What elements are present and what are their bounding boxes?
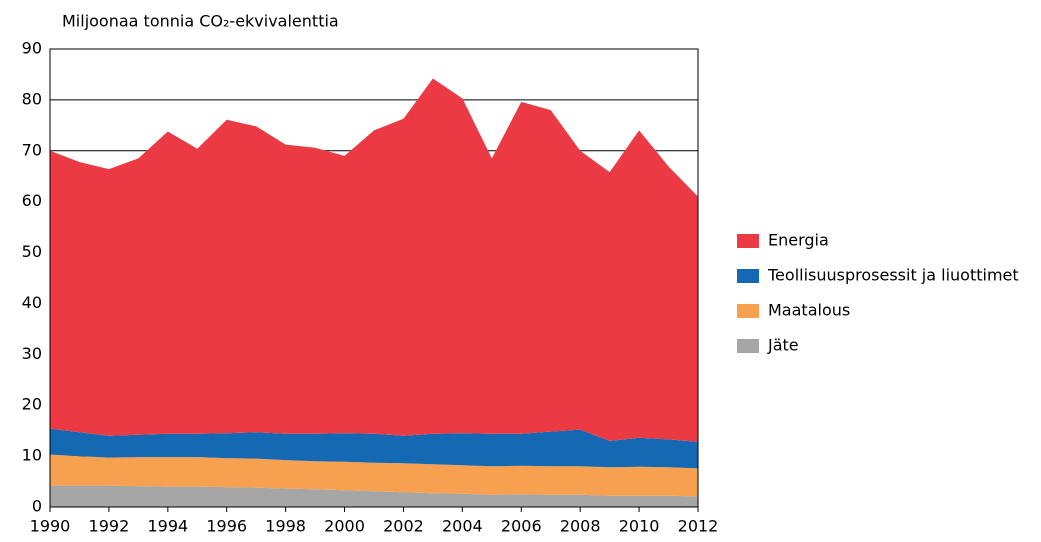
chart-title: Miljoonaa tonnia CO₂-ekvivalenttia [62,12,339,31]
legend-swatch [737,269,759,283]
x-tick-label: 2012 [678,517,719,536]
legend-label: Jäte [767,336,799,355]
x-tick-label: 2008 [560,517,601,536]
x-tick-label: 1994 [147,517,188,536]
x-tick-label: 1990 [30,517,71,536]
legend-swatch [737,234,759,248]
y-tick-label: 50 [22,242,42,261]
y-tick-label: 70 [22,140,42,159]
y-tick-label: 40 [22,293,42,312]
y-tick-label: 0 [32,497,42,516]
y-tick-label: 20 [22,395,42,414]
x-tick-label: 1992 [89,517,130,536]
plot-frame [49,48,699,508]
x-tick-label: 2000 [324,517,365,536]
x-tick-label: 1996 [206,517,247,536]
x-tick-label: 1998 [265,517,306,536]
x-tick-label: 2006 [501,517,542,536]
y-tick-label: 90 [22,39,42,58]
y-tick-label: 10 [22,446,42,465]
y-tick-label: 80 [22,89,42,108]
area [50,485,698,507]
x-tick-label: 2002 [383,517,424,536]
legend-label: Teollisuusprosessit ja liuottimet [767,266,1019,285]
legend-label: Maatalous [768,301,850,320]
area [50,78,698,442]
area [50,454,698,497]
x-tick-label: 2010 [619,517,660,536]
area [50,428,698,469]
x-tick-label: 2004 [442,517,483,536]
y-tick-label: 60 [22,191,42,210]
legend-swatch [737,339,759,353]
legend-swatch [737,304,759,318]
y-tick-label: 30 [22,344,42,363]
legend-label: Energia [768,231,829,250]
